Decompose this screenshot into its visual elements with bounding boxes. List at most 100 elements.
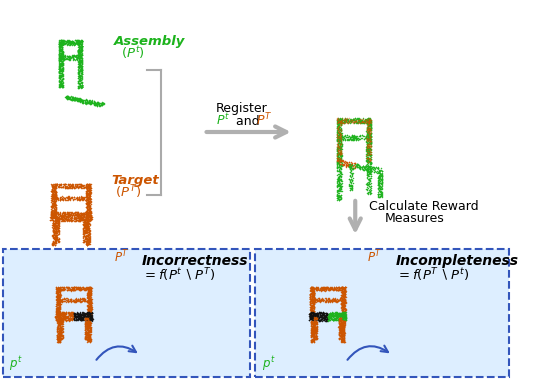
Point <box>327 317 336 323</box>
Point <box>334 311 342 317</box>
Point <box>86 296 94 302</box>
Point <box>85 336 94 342</box>
Point <box>59 218 68 224</box>
Point <box>365 177 374 183</box>
Point <box>85 184 93 190</box>
Point <box>75 57 84 63</box>
Point <box>71 210 79 216</box>
Point <box>53 288 62 294</box>
Point <box>49 227 58 233</box>
Point <box>87 300 96 306</box>
Point <box>79 195 88 201</box>
Point <box>99 100 107 106</box>
Point <box>310 325 319 331</box>
Point <box>52 308 60 314</box>
Point <box>340 317 348 323</box>
Point <box>306 304 315 310</box>
Point <box>346 185 354 191</box>
Point <box>83 337 92 343</box>
Point <box>335 134 343 140</box>
Point <box>354 135 363 141</box>
Point <box>308 307 316 314</box>
Point <box>87 291 96 297</box>
Point <box>85 285 93 291</box>
Point <box>65 317 74 323</box>
Point <box>52 211 60 217</box>
Point <box>308 320 316 326</box>
Point <box>81 332 90 339</box>
Point <box>65 287 74 293</box>
Point <box>308 327 316 333</box>
Point <box>348 119 356 125</box>
Point <box>340 288 349 294</box>
Point <box>82 227 91 233</box>
Point <box>75 57 84 63</box>
Point <box>85 187 93 193</box>
Point <box>53 181 62 187</box>
Point <box>340 298 349 304</box>
Point <box>309 289 318 295</box>
Point <box>363 180 372 186</box>
Point <box>55 330 64 336</box>
Point <box>49 193 57 200</box>
Point <box>83 185 91 191</box>
Point <box>56 210 64 216</box>
Point <box>337 180 346 187</box>
Point <box>308 293 316 299</box>
Point <box>364 115 373 121</box>
Point <box>310 311 319 317</box>
Point <box>52 225 60 231</box>
Point <box>57 77 65 83</box>
Point <box>75 46 84 52</box>
Point <box>333 148 342 154</box>
Point <box>338 116 346 122</box>
Point <box>349 165 357 171</box>
Point <box>366 167 375 173</box>
Point <box>82 239 90 245</box>
Point <box>351 164 360 170</box>
Point <box>73 95 82 101</box>
Point <box>364 137 373 143</box>
Point <box>61 315 70 321</box>
Point <box>363 146 372 152</box>
Point <box>87 315 96 321</box>
Point <box>335 133 344 139</box>
Point <box>307 339 316 345</box>
Point <box>68 181 76 187</box>
Point <box>340 310 349 317</box>
Point <box>50 214 58 220</box>
Point <box>49 217 57 223</box>
Point <box>82 220 90 226</box>
Point <box>56 46 65 52</box>
Point <box>70 185 78 191</box>
Point <box>313 287 321 293</box>
Point <box>75 73 84 79</box>
Point <box>84 301 93 307</box>
Point <box>53 307 62 313</box>
Point <box>49 187 58 193</box>
Point <box>67 299 76 305</box>
Point <box>322 312 330 318</box>
Point <box>67 96 76 102</box>
Point <box>67 310 76 316</box>
Point <box>56 72 65 78</box>
Point <box>362 155 371 161</box>
Point <box>82 209 91 215</box>
Point <box>60 215 69 221</box>
Point <box>325 316 333 322</box>
Point <box>86 289 95 295</box>
Point <box>52 299 61 305</box>
Point <box>83 332 91 338</box>
Point <box>55 288 63 294</box>
Point <box>85 296 93 302</box>
Point <box>341 311 350 317</box>
Point <box>79 222 88 228</box>
Point <box>333 146 342 152</box>
Point <box>82 334 90 340</box>
Point <box>56 316 64 322</box>
Point <box>84 202 93 208</box>
Point <box>56 297 64 303</box>
Point <box>84 220 93 226</box>
Point <box>339 314 348 320</box>
Point <box>362 143 371 149</box>
